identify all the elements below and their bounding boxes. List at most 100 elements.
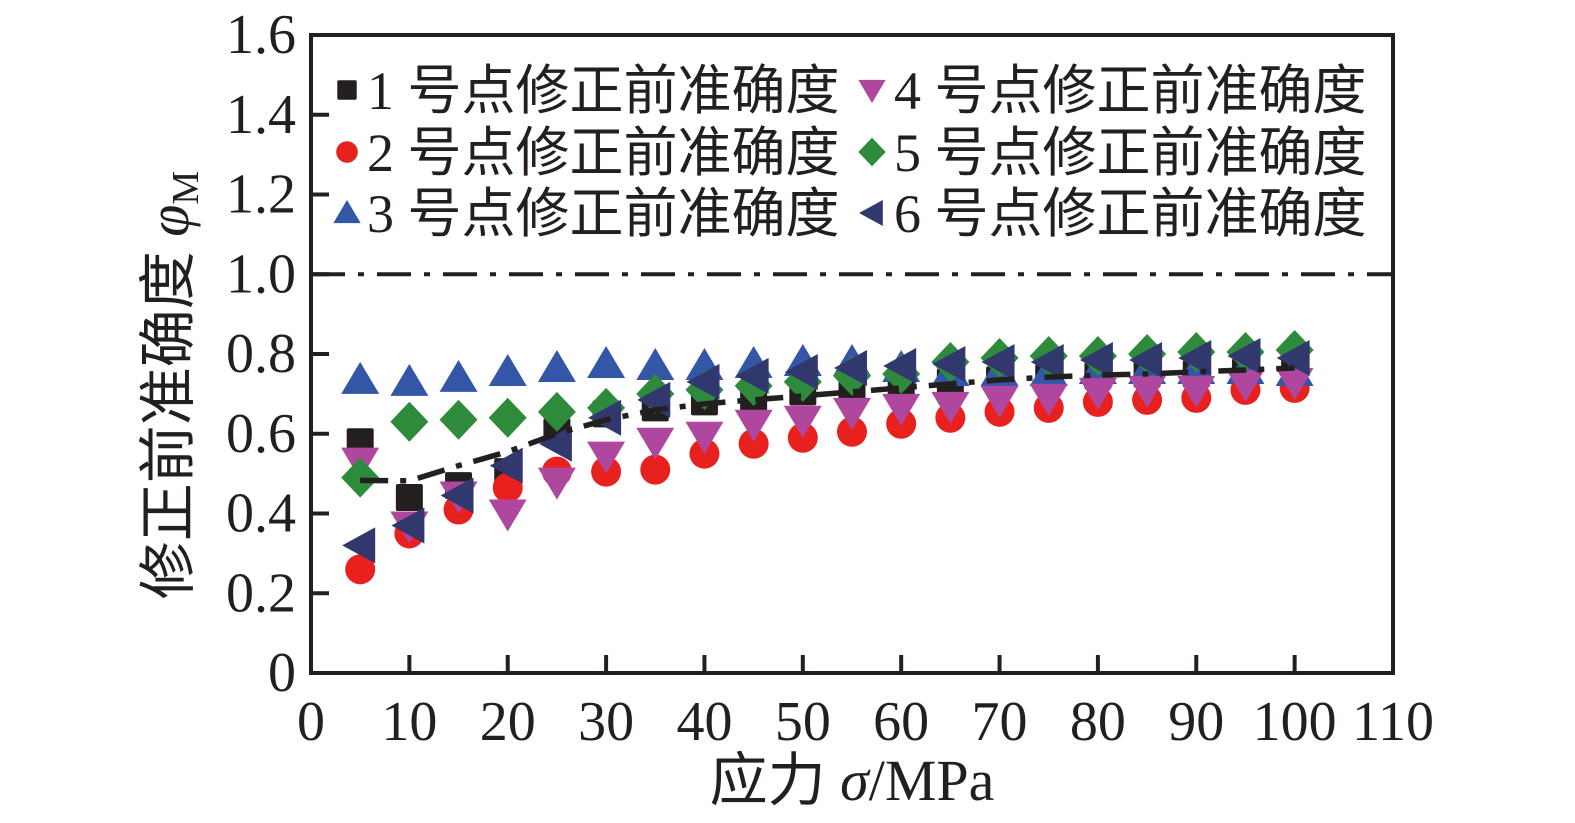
legend-item: 4 号点修正前准确度 [858,61,1367,121]
data-point-marker [488,353,527,386]
data-point-marker [1178,339,1212,376]
legend-item: 3 号点修正前准确度 [333,184,840,244]
legend-label: 6 号点修正前准确度 [894,184,1367,244]
data-point-marker [685,421,724,454]
data-point-marker [1079,341,1113,378]
data-point-marker [837,416,867,447]
data-point-marker [1128,375,1167,408]
x-tick-label: 110 [1352,691,1434,753]
data-point-marker [882,393,921,426]
y-tick-label: 1.2 [226,164,296,226]
data-point-marker [686,363,720,400]
legend-marker-diamond [858,137,886,167]
legend-item: 2 号点修正前准确度 [336,123,840,183]
data-point-marker [440,477,474,514]
y-tick-label: 0.8 [226,323,296,385]
legend-marker-triangle-down [858,79,886,103]
data-point-marker [783,405,822,438]
x-tick-label: 0 [297,691,325,753]
data-point-marker [1275,367,1314,400]
x-tick-label: 90 [1168,691,1224,753]
x-tick-label: 40 [676,691,732,753]
data-point-marker [488,499,527,532]
series-6-points [342,337,1310,564]
data-point-marker [390,401,429,442]
data-point-marker [738,428,769,459]
data-point-marker [341,361,380,394]
data-point-marker [492,472,523,503]
data-point-marker [1276,339,1310,376]
x-tick-label: 100 [1253,691,1337,753]
data-point-marker [537,391,576,432]
data-point-marker [489,447,523,484]
y-tick-label: 0.2 [226,562,296,624]
legend-marker-triangle-left [859,200,883,226]
y-axis-title: 修正前准确度 φM [136,171,207,599]
data-point-marker [587,345,626,378]
x-tick-label: 80 [1070,691,1126,753]
legend-label: 4 号点修正前准确度 [894,61,1367,121]
y-tick-label: 0.6 [226,403,296,465]
data-point-marker [488,397,527,438]
legend-item: 5 号点修正前准确度 [858,123,1367,183]
legend-label: 1 号点修正前准确度 [367,61,840,121]
x-axis-title: 应力 σ/MPa [710,748,995,813]
data-point-marker [834,349,867,386]
x-tick-label: 10 [381,691,437,753]
x-tick-label: 50 [775,691,831,753]
y-tick-label: 0 [268,642,296,704]
data-point-marker [1029,383,1068,416]
data-point-marker [932,345,966,382]
data-point-marker [1030,343,1064,380]
data-point-marker [636,347,675,380]
data-point-marker [1227,337,1261,374]
y-tick-label: 1.6 [226,4,296,66]
x-tick-label: 30 [578,691,634,753]
legend-label: 3 号点修正前准确度 [367,184,840,244]
data-point-marker [981,343,1015,380]
legend-marker-square [337,80,357,100]
data-point-marker [537,467,576,500]
data-point-marker [439,359,478,392]
legend-item: 1 号点修正前准确度 [337,61,840,121]
data-point-marker [1078,377,1117,410]
y-tick-label: 1.0 [226,243,296,305]
x-tick-label: 70 [972,691,1028,753]
y-tick-label: 0.4 [226,483,296,545]
data-point-marker [538,425,572,462]
data-point-marker [1177,375,1216,408]
data-point-marker [636,427,675,460]
data-point-marker [587,441,626,474]
legend-label: 2 号点修正前准确度 [367,123,840,183]
trend-line [360,365,1295,484]
x-tick-label: 60 [873,691,929,753]
data-point-marker [735,357,769,394]
legend-item: 6 号点修正前准确度 [859,184,1367,244]
data-point-marker [883,347,917,384]
legend-marker-triangle-up [333,200,361,224]
data-point-marker [341,457,380,498]
data-point-marker [390,363,429,396]
legend-label: 5 号点修正前准确度 [894,123,1367,183]
legend-marker-circle [336,141,358,163]
data-point-marker [980,385,1019,418]
data-point-marker [391,507,425,544]
data-point-marker [734,409,773,442]
y-tick-label: 1.4 [226,84,296,146]
x-tick-label: 20 [480,691,536,753]
data-point-marker [784,353,818,390]
data-point-marker [640,454,671,485]
data-point-marker [342,527,376,564]
data-point-marker [931,391,970,424]
data-point-marker [395,484,423,512]
series-4-points [341,367,1314,544]
data-point-marker [537,349,576,382]
data-point-marker [1226,369,1265,402]
data-point-marker [833,397,871,430]
data-point-marker [439,399,478,440]
axes: 0 10 20 30 40 50 60 70 80 90 100 110 0 0.2 0.4 0.6 0.8 1.… [226,4,1434,753]
data-point-marker [345,554,376,585]
